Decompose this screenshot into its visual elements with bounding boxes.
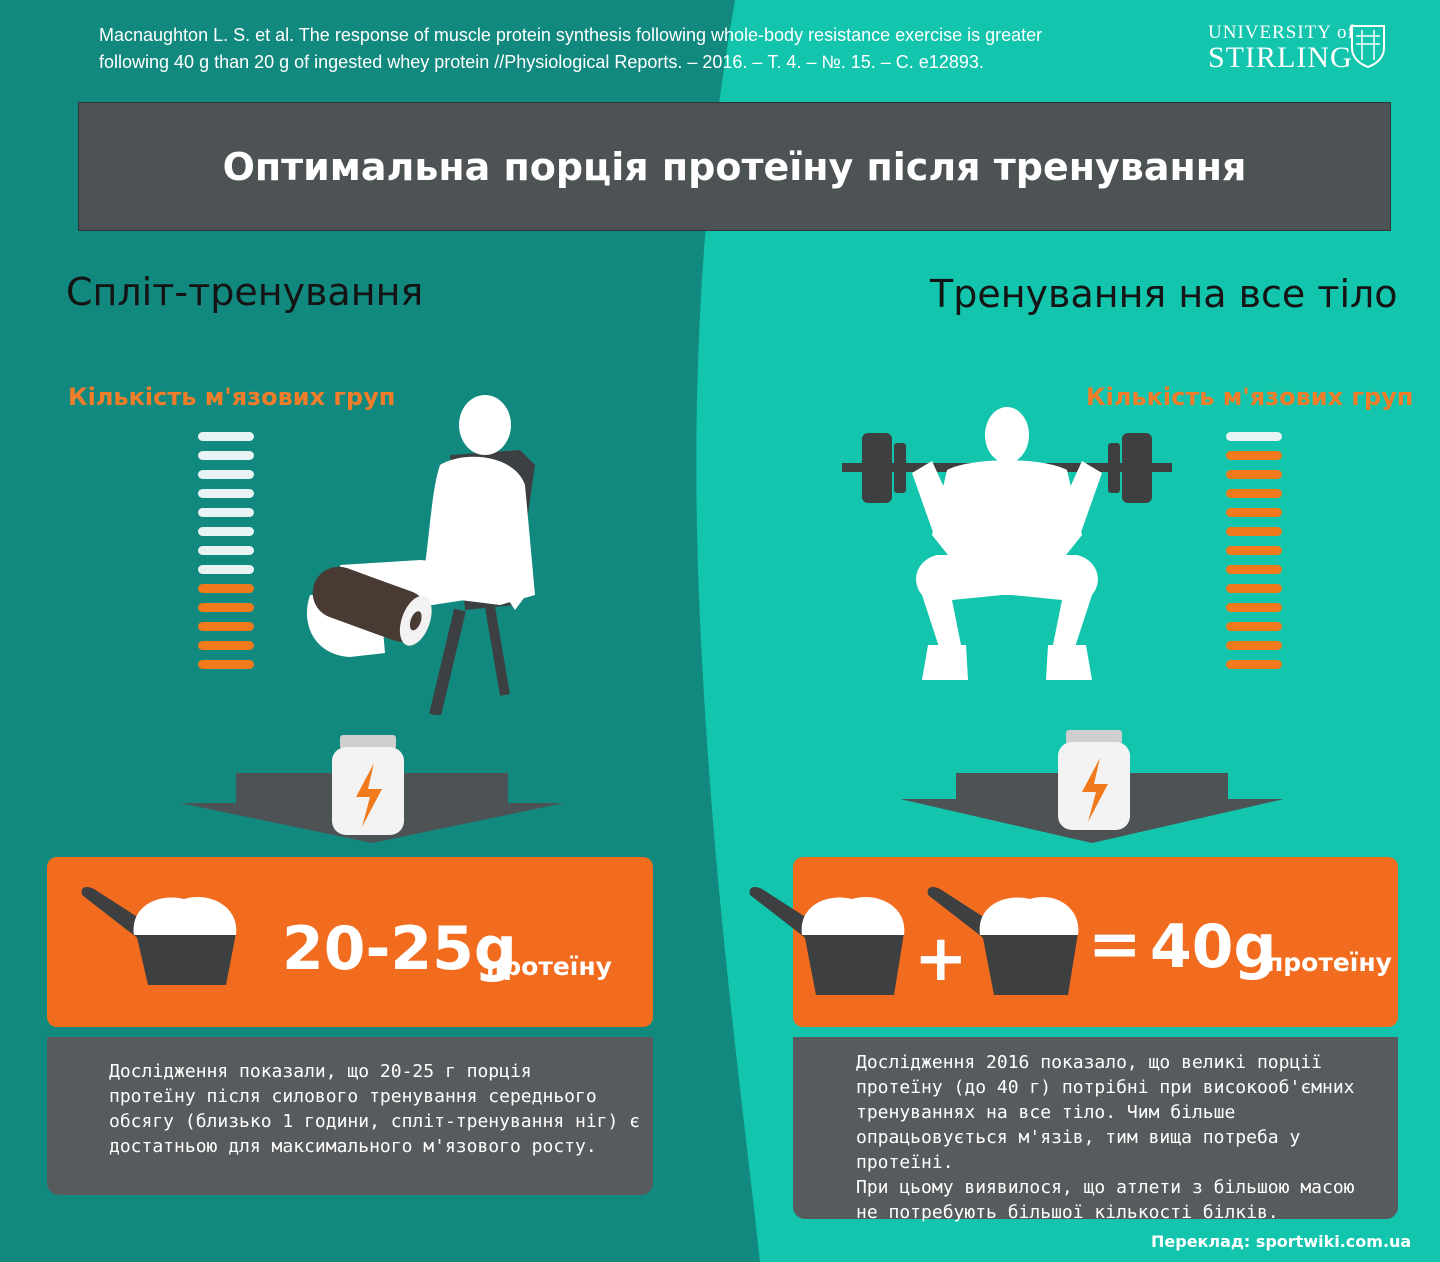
muscle-bar-worked: [198, 641, 254, 650]
muscle-bar-rest: [198, 470, 254, 479]
muscle-bar-rest: [198, 527, 254, 536]
left-description-line: достатньою для максимального м'язового р…: [109, 1136, 597, 1157]
university-line-2: STIRLING: [1208, 41, 1353, 74]
muscle-bar-rest: [198, 451, 254, 460]
muscle-bar-worked: [1226, 584, 1282, 593]
split-training-figure-icon: [306, 395, 535, 715]
title-banner: Оптимальна порція протеїну після тренува…: [78, 102, 1391, 231]
right-description: Дослідження 2016 показало, що великі пор…: [793, 1037, 1398, 1223]
right-unit: протеїну: [1266, 948, 1392, 977]
right-description-line: Дослідження 2016 показало, що великі пор…: [856, 1052, 1322, 1073]
scoop-icon: [927, 887, 1079, 995]
right-description-line: протеїну (до 40 г) потрібні при високооб…: [856, 1077, 1355, 1098]
translation-credit: Переклад: sportwiki.com.ua: [1151, 1232, 1412, 1251]
right-heading: Тренування на все тіло: [930, 272, 1398, 316]
muscle-bar-worked: [198, 622, 254, 631]
left-muscle-label: Кількість м'язових груп: [68, 383, 396, 411]
muscle-bar-worked: [1226, 527, 1282, 536]
crest-icon: [1351, 25, 1385, 68]
right-description-line: не потребують більшої кількості білків.: [856, 1202, 1279, 1223]
right-description-line: При цьому виявилося, що атлети з більшою…: [856, 1177, 1355, 1198]
citation-line-2: following 40 g than 20 g of ingested whe…: [99, 52, 984, 72]
muscle-bar-rest: [198, 546, 254, 555]
muscle-bar-rest: [1226, 432, 1282, 441]
right-muscle-label: Кількість м'язових груп: [1086, 383, 1414, 411]
left-heading: Спліт-тренування: [66, 270, 424, 314]
right-description-line: опрацьовується м'язів, тим вища потреба …: [856, 1127, 1301, 1173]
university-logo-text: UNIVERSITY of STIRLING: [1208, 22, 1355, 74]
left-description: Дослідження показали, що 20-25 г порція …: [47, 1037, 653, 1195]
muscle-bar-worked: [198, 660, 254, 669]
muscle-bar-worked: [198, 584, 254, 593]
muscle-bar-rest: [198, 508, 254, 517]
muscle-bar-worked: [1226, 508, 1282, 517]
scoop-icon: [749, 887, 905, 995]
university-line-1: UNIVERSITY of: [1208, 22, 1355, 43]
muscle-bar-worked: [1226, 603, 1282, 612]
muscle-bar-worked: [1226, 660, 1282, 669]
muscle-bar-worked: [1226, 546, 1282, 555]
equals-sign: =: [1088, 908, 1142, 982]
muscle-bar-worked: [1226, 451, 1282, 460]
left-unit: протеїну: [486, 952, 612, 981]
left-description-line: Дослідження показали, що 20-25 г порція: [109, 1061, 532, 1082]
muscle-bar-worked: [198, 603, 254, 612]
left-description-line: протеїну після силового тренування серед…: [109, 1086, 597, 1107]
muscle-bar-rest: [198, 432, 254, 441]
right-protein-jar-icon: [1058, 730, 1130, 830]
citation: Macnaughton L. S. et al. The response of…: [99, 22, 1119, 76]
muscle-bar-worked: [1226, 489, 1282, 498]
plus-sign: +: [914, 922, 968, 996]
left-description-line: обсягу (близько 1 години, спліт-тренуван…: [109, 1111, 641, 1132]
page-title: Оптимальна порція протеїну після тренува…: [222, 144, 1247, 189]
muscle-bar-worked: [1226, 622, 1282, 631]
squat-figure-icon: [842, 407, 1172, 680]
citation-line-1: Macnaughton L. S. et al. The response of…: [99, 25, 1043, 45]
muscle-bar-rest: [198, 489, 254, 498]
left-protein-jar-icon: [332, 735, 404, 835]
right-muscle-bars: [1226, 432, 1282, 679]
muscle-bar-worked: [1226, 641, 1282, 650]
left-amount: 20-25g: [282, 914, 517, 984]
muscle-bar-worked: [1226, 565, 1282, 574]
scoop-icon: [81, 887, 237, 985]
muscle-bar-worked: [1226, 470, 1282, 479]
right-amount: 40g: [1150, 912, 1277, 982]
left-muscle-bars: [198, 432, 254, 679]
muscle-bar-rest: [198, 565, 254, 574]
right-description-line: тренуваннях на все тіло. Чим більше: [856, 1102, 1236, 1123]
